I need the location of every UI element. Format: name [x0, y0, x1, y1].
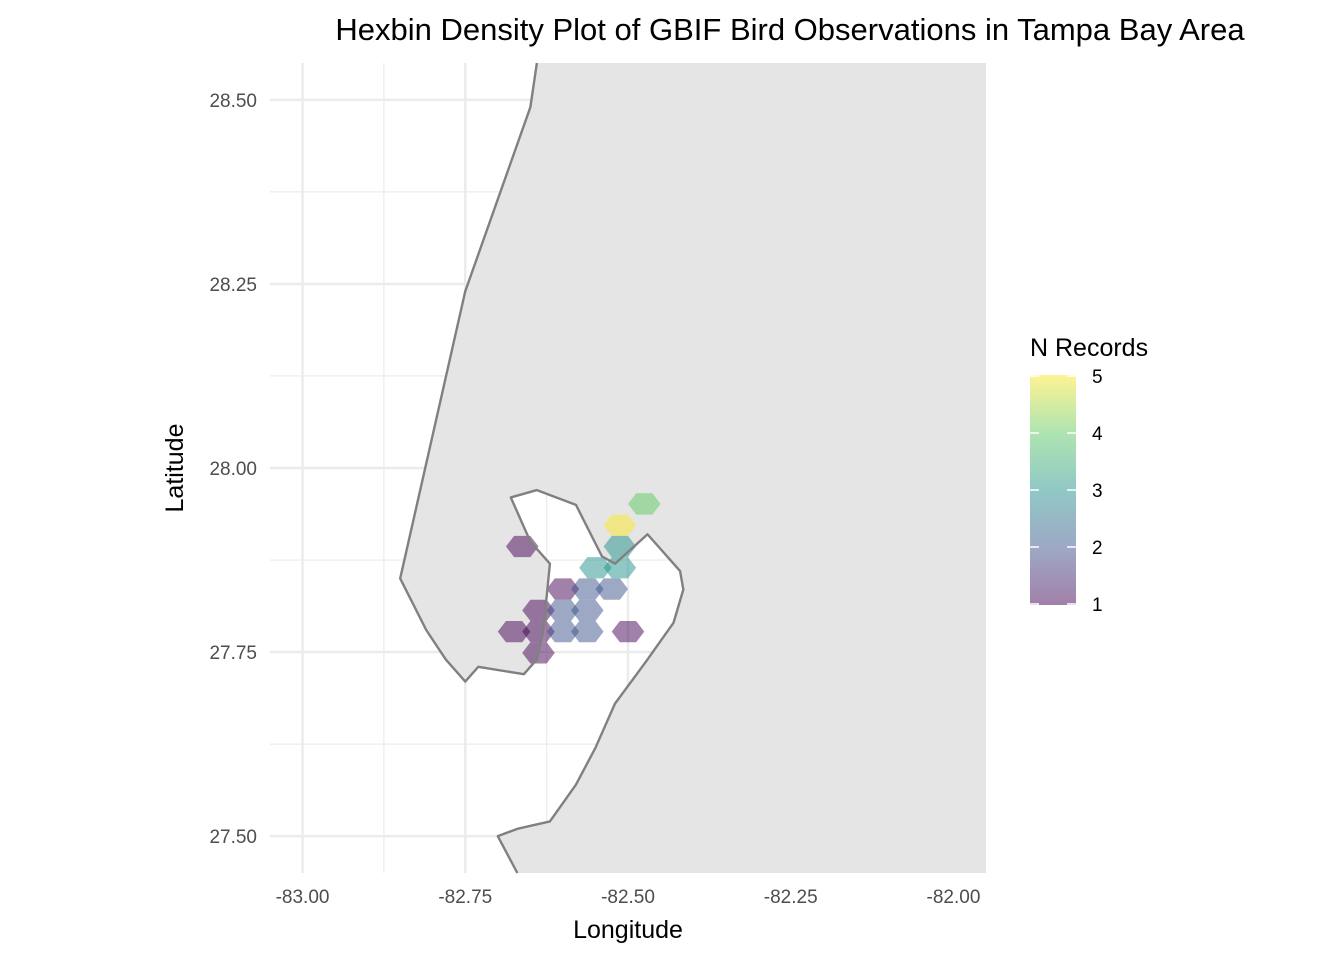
x-tick-label: -82.75 [438, 887, 492, 908]
x-tick-label: -83.00 [276, 887, 330, 908]
hexbin-cell [546, 599, 580, 621]
y-axis-title: Latitude [161, 424, 189, 513]
x-axis-ticks: -83.00 -82.75 -82.50 -82.25 -82.00 [276, 887, 981, 908]
x-tick-label: -82.50 [601, 887, 655, 908]
x-tick-label: -82.25 [764, 887, 818, 908]
hexbin-cell [579, 557, 612, 579]
legend-label: 2 [1092, 538, 1103, 559]
legend-label: 4 [1092, 424, 1103, 445]
hexbin-cell [595, 578, 629, 600]
hexbin-cell [571, 578, 604, 600]
hexbin-cell [627, 493, 661, 515]
land-polygon [400, 63, 986, 873]
land-layer [400, 63, 986, 873]
hexbin-cell [603, 514, 637, 536]
y-tick-label: 28.50 [209, 91, 257, 112]
coastline-layer [398, 62, 685, 874]
legend-label: 1 [1092, 595, 1103, 616]
hexbin-cell [497, 620, 531, 643]
y-tick-label: 28.00 [209, 459, 257, 480]
legend: N Records 1 2 3 4 5 [1030, 334, 1148, 616]
x-tick-label: -82.00 [927, 887, 981, 908]
hexbin-cell [571, 599, 604, 621]
x-axis-title: Longitude [573, 916, 683, 944]
y-tick-label: 27.50 [209, 827, 257, 848]
coastline [398, 62, 685, 874]
hexbin-cell [546, 620, 580, 643]
hexbin-cell [522, 620, 555, 643]
hexbin-cell [611, 620, 645, 643]
y-tick-label: 28.25 [209, 275, 257, 296]
y-axis-ticks: 27.50 27.75 28.00 28.25 28.50 [209, 91, 257, 848]
legend-labels: 1 2 3 4 5 [1030, 367, 1103, 616]
legend-label: 5 [1092, 367, 1103, 388]
legend-title: N Records [1030, 334, 1148, 362]
legend-label: 3 [1092, 481, 1103, 502]
hexbin-cell [546, 578, 580, 600]
y-tick-label: 27.75 [209, 643, 257, 664]
hexbin-cell [571, 620, 604, 643]
chart-title: Hexbin Density Plot of GBIF Bird Observa… [335, 12, 1245, 47]
